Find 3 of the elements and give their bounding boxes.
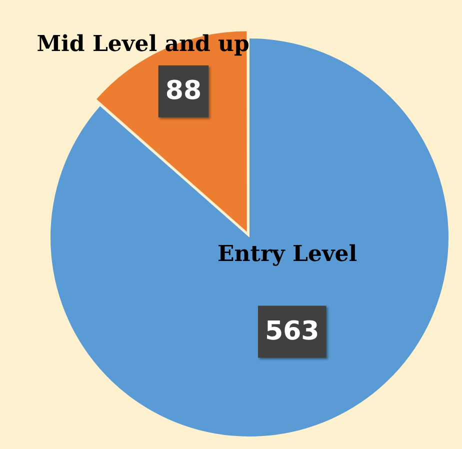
- data-label: 563: [264, 316, 320, 347]
- data-label: 88: [165, 76, 202, 106]
- slice-label: Entry Level: [218, 241, 358, 268]
